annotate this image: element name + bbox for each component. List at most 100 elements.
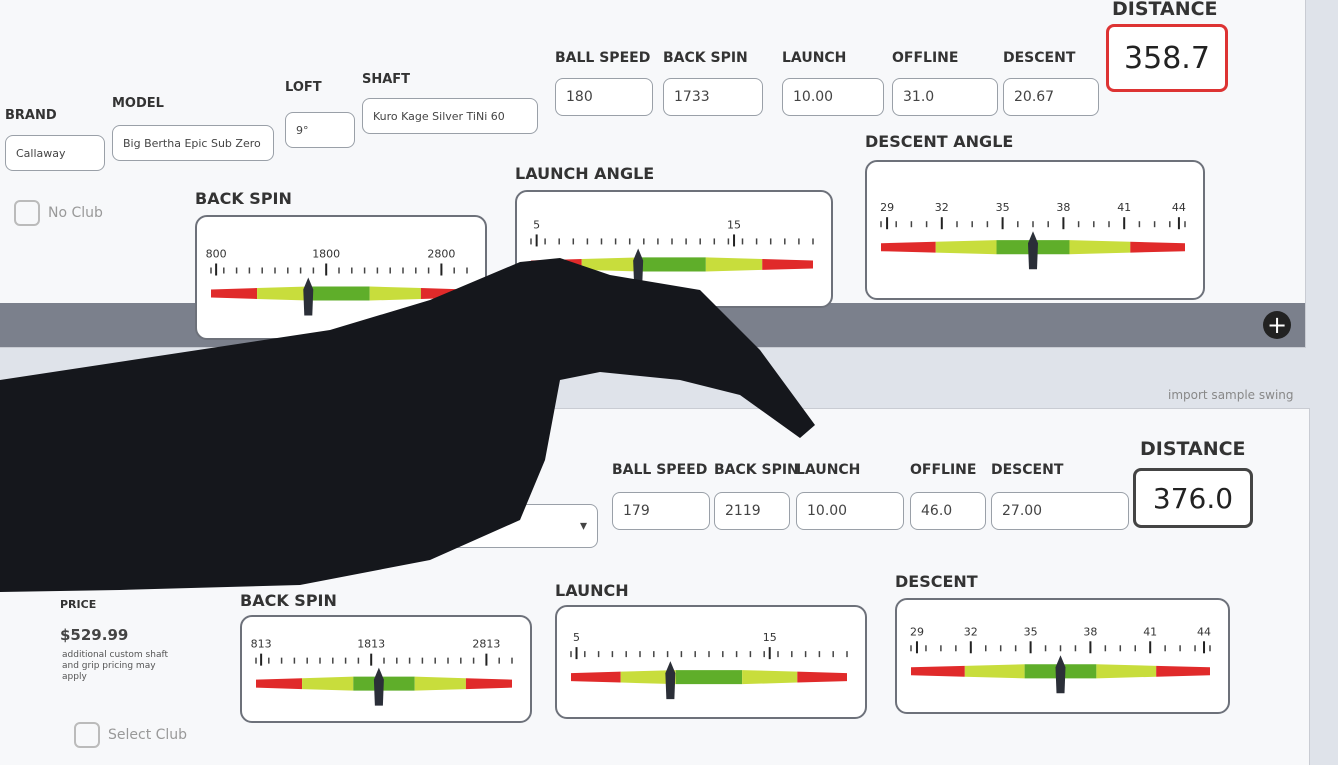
- gauge-zone: [638, 257, 706, 272]
- gauge-pointer: [1055, 655, 1066, 694]
- dropdown[interactable]: [330, 504, 390, 548]
- tick-label: 15: [727, 218, 741, 231]
- gauge: 29 32 35 38 41 44: [895, 598, 1230, 714]
- gauge-pointer: [665, 661, 676, 700]
- tick-label: 29: [910, 625, 924, 638]
- gauge-graphic: 5 15: [530, 218, 814, 287]
- tick-label: 2800: [427, 248, 455, 261]
- gauge-zone: [911, 665, 965, 677]
- checkbox-square[interactable]: [74, 722, 100, 748]
- gauge-zone: [211, 288, 258, 299]
- no-club-checkbox[interactable]: No Club: [14, 200, 103, 226]
- gauge-zone: [420, 288, 467, 299]
- gauge-title: BACK SPIN: [195, 189, 292, 208]
- tick-label: 38: [1083, 625, 1097, 638]
- distance-value: 376.0: [1133, 468, 1253, 528]
- stat-field[interactable]: 20.67: [1003, 78, 1099, 116]
- gauge-pointer: [633, 248, 644, 287]
- tick-label: 38: [1056, 201, 1070, 214]
- tick-label: 5: [573, 631, 580, 644]
- gauge-title: LAUNCH: [555, 581, 629, 600]
- stat-field[interactable]: 27.00: [991, 492, 1129, 530]
- gauge-zone: [302, 676, 354, 691]
- gauge-zone: [257, 286, 309, 301]
- select-club-checkbox[interactable]: Select Club: [74, 722, 187, 748]
- stat-field[interactable]: 2119: [714, 492, 790, 530]
- gauge-zone: [581, 257, 639, 272]
- gauge-zone: [571, 671, 621, 683]
- stat-field[interactable]: 31.0: [892, 78, 998, 116]
- tick-label: 44: [1172, 201, 1186, 214]
- gauge-graphic: 5 15: [570, 631, 848, 700]
- stat-label: OFFLINE: [910, 462, 977, 478]
- gauge-title: BACK SPIN: [240, 591, 337, 610]
- stat-field[interactable]: 10.00: [782, 78, 884, 116]
- gauge-zone: [1130, 241, 1185, 253]
- stat-label: LAUNCH: [782, 50, 847, 66]
- field-label: SHAFT: [362, 72, 411, 87]
- tick-label: 41: [1117, 201, 1131, 214]
- gauge-title: LAUNCH ANGLE: [515, 164, 655, 183]
- gauge-zone: [256, 678, 303, 690]
- stat-label: DESCENT: [991, 462, 1064, 478]
- stat-field[interactable]: 180: [555, 78, 653, 116]
- tick-label: 15: [763, 631, 777, 644]
- gauge-zone: [675, 670, 743, 685]
- gauge-zone: [414, 676, 466, 691]
- gauge-zone: [964, 664, 1025, 679]
- stat-label: BACK SPIN: [714, 462, 799, 478]
- gauge-zone: [1069, 240, 1131, 255]
- gauge: 800 1800 2800: [195, 215, 487, 340]
- gauge: 813 1813 2813: [240, 615, 532, 723]
- price-value: $529.99: [60, 626, 129, 644]
- checkbox-square[interactable]: [14, 200, 40, 226]
- field-input[interactable]: 9°: [285, 112, 355, 148]
- tick-label: 5: [533, 218, 540, 231]
- import-sample-link[interactable]: import sample swing: [1168, 388, 1294, 402]
- price-label: PRICE: [60, 598, 97, 611]
- tick-label: 1813: [357, 638, 385, 651]
- gauge: 29 32 35 38 41 44: [865, 160, 1205, 300]
- stat-field[interactable]: 1733: [663, 78, 763, 116]
- field-label: LOFT: [285, 80, 322, 95]
- gauge-zone: [308, 286, 370, 301]
- checkbox-label: No Club: [48, 205, 103, 221]
- gauge-zone: [742, 670, 798, 685]
- tick-label: 2813: [472, 638, 500, 651]
- field-input[interactable]: Kuro Kage Silver TiNi 60: [362, 98, 538, 134]
- tick-label: 35: [1024, 625, 1038, 638]
- price-note: additional custom shaft and grip pricing…: [62, 650, 169, 682]
- stat-label: BALL SPEED: [612, 462, 708, 478]
- stat-label: LAUNCH: [796, 462, 861, 478]
- stat-label: OFFLINE: [892, 50, 959, 66]
- stat-field[interactable]: 10.00: [796, 492, 904, 530]
- gauge-graphic: 29 32 35 38 41 44: [910, 625, 1211, 694]
- distance-label: DISTANCE: [1112, 0, 1218, 20]
- gauge: 5 15: [515, 190, 833, 308]
- tick-label: 32: [964, 625, 978, 638]
- add-button[interactable]: +: [1263, 311, 1291, 339]
- stat-field[interactable]: 46.0: [910, 492, 986, 530]
- gauge-zone: [881, 241, 936, 253]
- tick-label: 41: [1143, 625, 1157, 638]
- gauge-zone: [369, 286, 421, 301]
- tick-label: 35: [996, 201, 1010, 214]
- stat-label: DESCENT: [1003, 50, 1076, 66]
- dropdown[interactable]: ▾: [393, 504, 598, 548]
- stat-label: BACK SPIN: [663, 50, 748, 66]
- gauge-zone: [797, 671, 847, 683]
- stat-field[interactable]: 179: [612, 492, 710, 530]
- gauge-zone: [705, 257, 763, 272]
- distance-label: DISTANCE: [1140, 438, 1246, 460]
- tick-label: 44: [1197, 625, 1211, 638]
- gauge-title: DESCENT: [895, 572, 978, 591]
- field-input[interactable]: Big Bertha Epic Sub Zero: [112, 125, 274, 161]
- stat-label: BALL SPEED: [555, 50, 651, 66]
- field-input[interactable]: Callaway: [5, 135, 105, 171]
- gauge-pointer: [1028, 231, 1038, 270]
- gauge: 5 15: [555, 605, 867, 719]
- checkbox-label: Select Club: [108, 727, 188, 743]
- gauge-pointer: [303, 277, 314, 316]
- gauge-zone: [620, 670, 676, 685]
